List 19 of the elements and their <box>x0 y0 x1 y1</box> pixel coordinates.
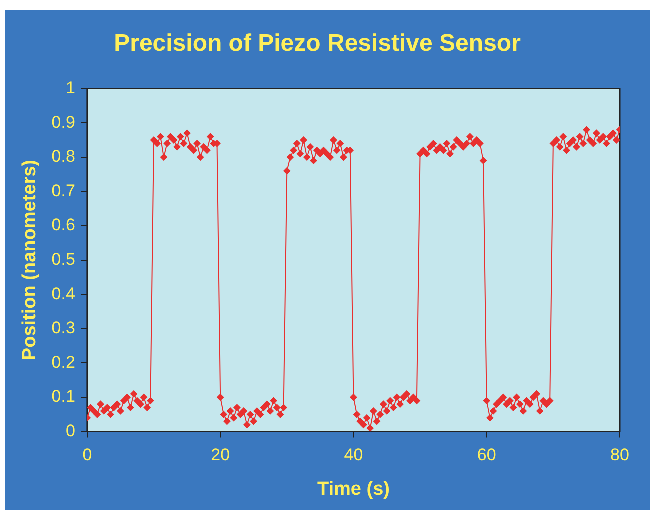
x-tick-label: 0 <box>82 446 92 465</box>
x-axis-title: Time (s) <box>317 478 390 500</box>
y-tick-label: 1 <box>66 78 76 98</box>
y-tick-label: 0.8 <box>52 147 76 166</box>
chart-title: Precision of Piezo Resistive Sensor <box>114 30 521 58</box>
y-tick-label: 0.2 <box>52 352 76 372</box>
y-tick-label: 0.9 <box>52 112 76 132</box>
y-tick-label: 0.4 <box>52 284 76 304</box>
x-tick-label: 60 <box>477 446 496 465</box>
y-tick-label: 0.3 <box>52 318 76 338</box>
y-tick-label: 0.1 <box>52 387 76 406</box>
y-tick-label: 0.6 <box>52 216 76 235</box>
y-tick-label: 0 <box>66 421 76 440</box>
y-tick-label: 0.7 <box>52 181 76 200</box>
x-tick-label: 40 <box>344 446 364 465</box>
y-tick-label: 0.5 <box>52 250 76 269</box>
x-tick-label: 20 <box>211 446 230 465</box>
y-axis-title: Position (nanometers) <box>20 160 41 361</box>
x-tick-label: 80 <box>610 446 630 465</box>
